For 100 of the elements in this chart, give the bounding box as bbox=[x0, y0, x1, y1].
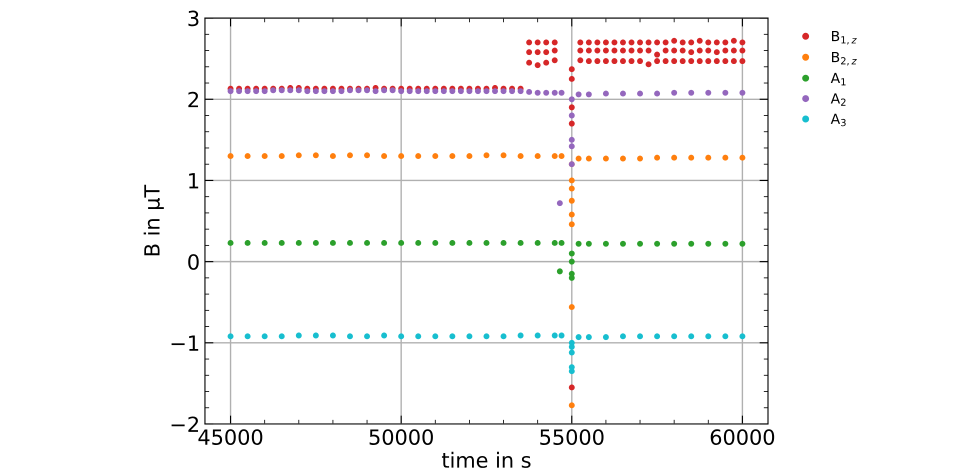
point bbox=[705, 154, 712, 161]
point bbox=[671, 333, 678, 340]
point bbox=[278, 333, 285, 340]
y-tick-label: −2 bbox=[172, 416, 198, 432]
point bbox=[364, 152, 370, 158]
point bbox=[484, 333, 490, 340]
x-tick-label: 50000 bbox=[370, 429, 433, 445]
y-tick-label: −1 bbox=[172, 336, 198, 351]
point bbox=[576, 240, 582, 247]
point bbox=[398, 240, 404, 246]
point bbox=[586, 156, 592, 162]
point bbox=[381, 332, 388, 338]
point bbox=[705, 90, 712, 96]
point bbox=[484, 240, 490, 246]
point bbox=[739, 333, 746, 340]
point bbox=[347, 333, 353, 340]
point bbox=[620, 333, 626, 340]
point bbox=[688, 90, 694, 96]
point bbox=[244, 333, 251, 340]
legend-label: A$_{1}$ bbox=[830, 72, 846, 86]
point bbox=[568, 221, 575, 228]
point bbox=[466, 153, 472, 160]
point bbox=[304, 88, 310, 94]
point bbox=[347, 240, 353, 246]
point bbox=[576, 91, 582, 98]
point bbox=[739, 90, 746, 96]
point bbox=[449, 240, 456, 246]
point bbox=[688, 154, 694, 161]
point bbox=[244, 153, 251, 160]
point bbox=[398, 153, 404, 160]
point bbox=[568, 96, 575, 102]
point bbox=[253, 88, 260, 94]
point bbox=[722, 90, 728, 96]
point bbox=[484, 152, 490, 158]
point bbox=[568, 304, 575, 310]
point bbox=[637, 156, 643, 162]
point bbox=[262, 333, 268, 340]
point bbox=[398, 333, 404, 340]
point bbox=[568, 186, 575, 192]
point bbox=[637, 333, 643, 340]
y-tick-label: 1 bbox=[189, 173, 198, 188]
point bbox=[586, 91, 592, 98]
point bbox=[637, 90, 643, 97]
point bbox=[466, 88, 472, 94]
point bbox=[449, 333, 456, 340]
point bbox=[739, 240, 746, 247]
point bbox=[620, 90, 626, 97]
point bbox=[552, 153, 558, 160]
point bbox=[262, 88, 268, 94]
point bbox=[228, 153, 234, 160]
point bbox=[558, 240, 564, 246]
point bbox=[534, 240, 541, 246]
point bbox=[705, 240, 712, 247]
x-tick-label: 55000 bbox=[540, 429, 604, 445]
point bbox=[688, 333, 694, 340]
point bbox=[654, 154, 660, 161]
legend-label: B$_{2,z}$ bbox=[832, 52, 857, 66]
point bbox=[449, 153, 456, 160]
point bbox=[568, 350, 575, 356]
point bbox=[415, 240, 422, 246]
legend-label: A$_{2}$ bbox=[830, 93, 846, 106]
point bbox=[568, 112, 575, 118]
point bbox=[568, 198, 575, 204]
point bbox=[722, 240, 728, 247]
point bbox=[558, 90, 564, 96]
point bbox=[654, 90, 660, 97]
point bbox=[526, 89, 532, 95]
point bbox=[484, 88, 490, 94]
legend-label: B$_{1,z}$ bbox=[832, 30, 857, 45]
point bbox=[568, 178, 575, 184]
point bbox=[739, 154, 746, 161]
point bbox=[432, 333, 438, 340]
point bbox=[500, 88, 506, 94]
legend-label: A$_{3}$ bbox=[830, 114, 846, 126]
point bbox=[500, 152, 506, 158]
point bbox=[449, 88, 456, 94]
point bbox=[424, 88, 430, 94]
point bbox=[244, 88, 251, 94]
point bbox=[228, 240, 234, 246]
point bbox=[534, 90, 541, 96]
point bbox=[330, 240, 336, 246]
point bbox=[278, 153, 285, 160]
point bbox=[671, 90, 678, 96]
point bbox=[262, 240, 268, 246]
point bbox=[440, 88, 447, 94]
point bbox=[654, 240, 660, 247]
point bbox=[671, 240, 678, 247]
point bbox=[722, 333, 728, 340]
point bbox=[330, 88, 336, 94]
point bbox=[262, 153, 268, 160]
x-tick-label: 60000 bbox=[710, 429, 774, 445]
point bbox=[466, 333, 472, 340]
point bbox=[364, 333, 370, 340]
point bbox=[228, 333, 234, 340]
point bbox=[244, 240, 251, 246]
point bbox=[534, 153, 541, 160]
y-tick-label: 0 bbox=[188, 254, 199, 270]
point bbox=[458, 88, 464, 94]
point bbox=[338, 88, 344, 94]
point bbox=[296, 332, 302, 338]
